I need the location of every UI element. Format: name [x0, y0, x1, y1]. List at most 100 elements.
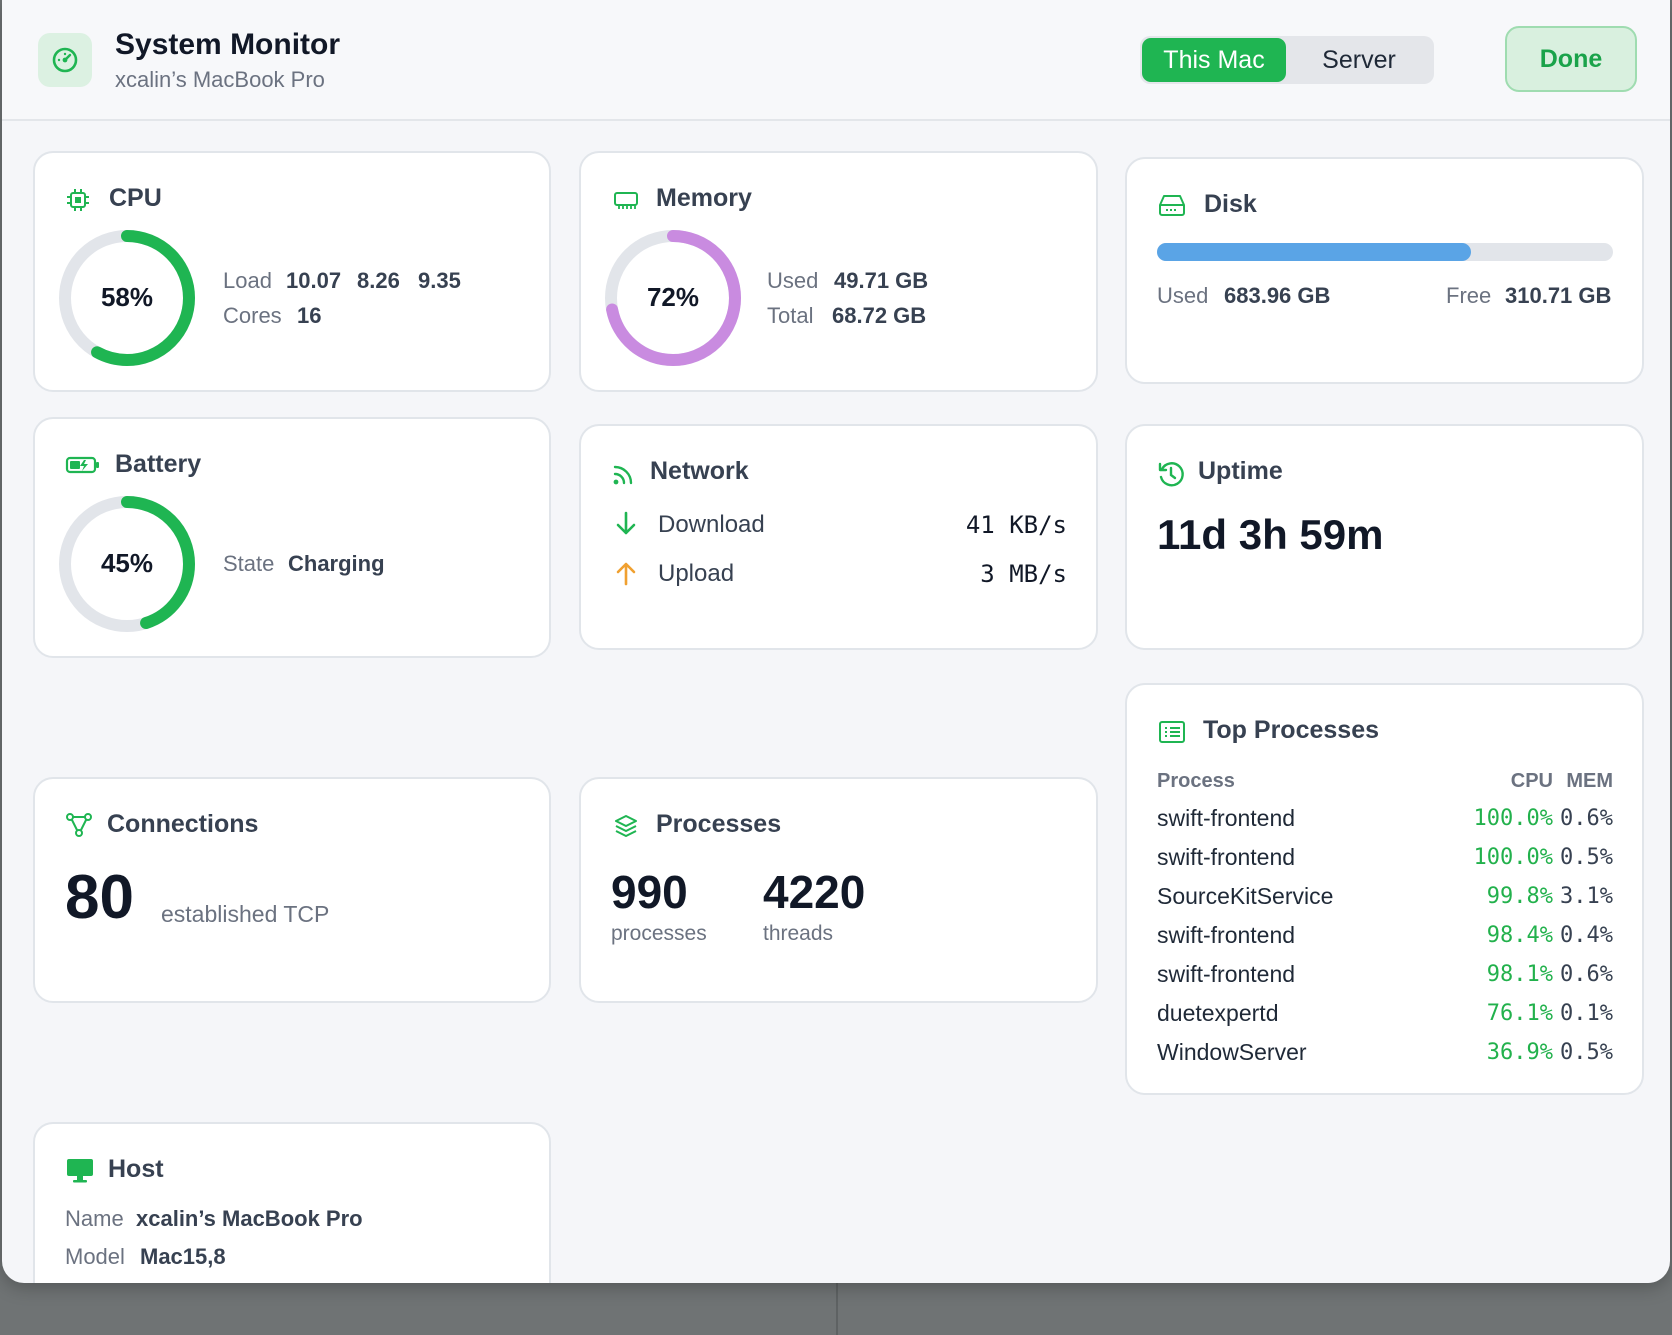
gauge-app-icon	[38, 33, 92, 87]
network-signal-icon	[613, 465, 633, 485]
disk-card: Disk Used 683.96 GB Free 310.71 GB	[1125, 157, 1644, 384]
connections-title: Connections	[107, 810, 259, 838]
column-header-mem: MEM	[1566, 770, 1613, 792]
process-name: swift-frontend	[1157, 805, 1296, 831]
connections-count: 80	[65, 863, 134, 932]
memory-percent: 72%	[646, 282, 700, 312]
top-processes-title: Top Processes	[1203, 716, 1380, 744]
battery-percent: 45%	[100, 548, 154, 578]
upload-value: 3 MB/s	[980, 560, 1067, 588]
processes-card: Processes 990 processes 4220 threads	[579, 777, 1098, 1003]
processes-count: 990	[611, 866, 688, 918]
disk-used-value: 683.96 GB	[1224, 283, 1331, 308]
disk-drive-icon	[1159, 195, 1185, 216]
upload-arrow-icon	[616, 562, 636, 586]
uptime-value: 11d 3h 59m	[1157, 511, 1384, 558]
host-model-label: Model	[65, 1244, 125, 1269]
cpu-load-label: Load	[223, 268, 272, 293]
memory-used-value: 49.71 GB	[834, 268, 929, 293]
processes-title: Processes	[656, 810, 782, 838]
disk-free-value: 310.71 GB	[1505, 283, 1612, 308]
memory-used-label: Used	[767, 268, 819, 293]
host-name-label: Name	[65, 1206, 124, 1231]
process-name: WindowServer	[1157, 1039, 1307, 1065]
battery-card: Battery 45% State Charging	[33, 417, 551, 658]
network-title: Network	[650, 457, 749, 485]
uptime-clock-icon	[1158, 462, 1184, 487]
memory-title: Memory	[656, 184, 752, 212]
process-cpu: 99.8%	[1486, 884, 1553, 909]
process-name: duetexpertd	[1157, 1000, 1279, 1026]
process-name: swift-frontend	[1157, 844, 1296, 870]
battery-state-value: Charging	[288, 551, 385, 576]
process-cpu: 100.0%	[1473, 845, 1553, 870]
battery-ring	[59, 496, 195, 632]
network-card: Network Download 41 KB/s Upload 3 MB/s	[579, 424, 1098, 650]
cpu-percent: 58%	[100, 282, 154, 312]
app-title: System Monitor	[115, 28, 341, 61]
process-mem: 0.5%	[1560, 845, 1613, 870]
memory-icon	[614, 192, 638, 209]
segment-server[interactable]: Server	[1322, 45, 1396, 74]
memory-total-label: Total	[767, 303, 814, 328]
backdrop-divider	[836, 1280, 838, 1335]
processes-count-label: processes	[611, 922, 707, 945]
download-label: Download	[658, 511, 765, 538]
process-cpu: 98.4%	[1486, 923, 1553, 948]
memory-card: Memory 72% Used 49.71 GB Total 68.72 GB	[579, 151, 1098, 392]
disk-usage-fill	[1157, 243, 1471, 261]
upload-label: Upload	[658, 560, 735, 587]
column-header-process: Process	[1157, 770, 1235, 792]
process-cpu: 76.1%	[1486, 1001, 1553, 1026]
memory-total-value: 68.72 GB	[832, 303, 927, 328]
process-mem: 0.5%	[1560, 1040, 1613, 1065]
download-value: 41 KB/s	[965, 511, 1067, 539]
cpu-cores-label: Cores	[223, 303, 282, 328]
top-processes-card: Top Processes Process CPU MEM swift-fron…	[1125, 683, 1644, 1095]
host-name-value: xcalin’s MacBook Pro	[136, 1206, 363, 1231]
process-list-icon	[1159, 721, 1185, 743]
battery-state-label: State	[223, 551, 275, 576]
disk-usage-track	[1157, 243, 1613, 261]
done-button[interactable]: Done	[1505, 26, 1637, 92]
threads-count: 4220	[763, 866, 866, 918]
host-title: Host	[108, 1155, 164, 1183]
system-monitor-sheet: System Monitor xcalin’s MacBook Pro This…	[2, 0, 1670, 1283]
process-mem: 0.1%	[1560, 1001, 1613, 1026]
process-cpu: 98.1%	[1486, 962, 1553, 987]
cpu-card: CPU 58% Load 10.07 8.26 9.35 Cores 16	[33, 151, 551, 392]
process-name: swift-frontend	[1157, 922, 1296, 948]
column-header-cpu: CPU	[1510, 770, 1553, 792]
battery-title: Battery	[115, 450, 202, 478]
process-name: swift-frontend	[1157, 961, 1296, 987]
disk-title: Disk	[1204, 190, 1257, 218]
monitor-icon	[67, 1159, 93, 1183]
connections-caption: established TCP	[161, 901, 330, 927]
cpu-chip-icon	[67, 189, 89, 211]
cpu-load-15: 9.35	[418, 268, 461, 293]
cpu-cores-value: 16	[297, 303, 322, 328]
host-model-value: Mac15,8	[140, 1244, 226, 1269]
disk-used-label: Used	[1157, 283, 1209, 308]
threads-count-label: threads	[763, 922, 834, 945]
process-mem: 0.6%	[1560, 806, 1613, 831]
cpu-ring-arc	[59, 230, 195, 366]
process-mem: 3.1%	[1560, 884, 1613, 909]
memory-ring	[605, 230, 741, 366]
cpu-load-1: 10.07	[286, 268, 342, 293]
memory-ring-arc	[605, 230, 741, 366]
cpu-load-5: 8.26	[357, 268, 400, 293]
cpu-title: CPU	[109, 184, 162, 212]
connections-card: Connections 80 established TCP	[33, 777, 551, 1003]
uptime-card: Uptime 11d 3h 59m	[1125, 424, 1644, 650]
cpu-ring	[59, 230, 195, 366]
process-mem: 0.6%	[1560, 962, 1613, 987]
uptime-title: Uptime	[1198, 457, 1283, 485]
host-card: Host Name xcalin’s MacBook Pro Model Mac…	[33, 1122, 551, 1283]
download-arrow-icon	[616, 511, 636, 535]
process-name: SourceKitService	[1157, 883, 1334, 909]
battery-ring-arc	[59, 496, 195, 632]
segment-this-mac[interactable]: This Mac	[1142, 38, 1286, 82]
process-mem: 0.4%	[1560, 923, 1613, 948]
source-segmented-control: This Mac Server	[1140, 36, 1434, 84]
